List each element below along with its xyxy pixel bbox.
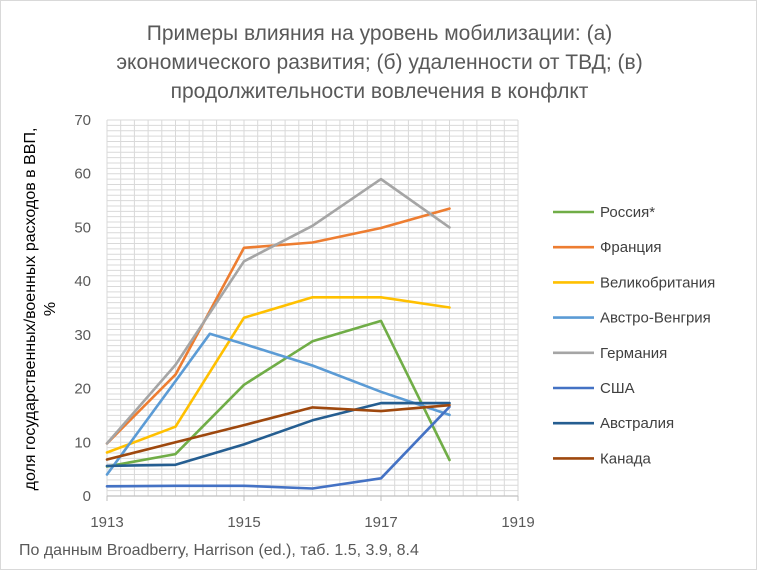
y-tick-labels: 0 10 20 30 40 50 60 70 bbox=[74, 112, 91, 505]
series-line bbox=[105, 207, 451, 445]
series-line bbox=[105, 319, 451, 468]
x-axis bbox=[106, 495, 519, 501]
x-tick-label: 1919 bbox=[501, 514, 534, 531]
source-note: По данным Broadberry, Harrison (ed.), та… bbox=[19, 542, 419, 559]
chart-title: Примеры влияния на уровень мобилизации: … bbox=[1, 19, 757, 106]
x-tick-label: 1915 bbox=[227, 514, 260, 531]
chart-title-line-1: Примеры влияния на уровень мобилизации: … bbox=[146, 22, 613, 45]
chart-title-line-3: продолжительности вовлечения в конфлкт bbox=[170, 80, 589, 103]
y-tick-label: 40 bbox=[74, 273, 91, 290]
legend-label: Германия bbox=[600, 345, 667, 362]
x-tick-labels: 1913 1915 1917 1919 bbox=[90, 514, 534, 531]
x-tick-label: 1917 bbox=[364, 514, 397, 531]
chart-title-line-2: экономического развития; (б) удаленности… bbox=[116, 51, 643, 74]
y-axis-title: доля государственных/военных расходов в … bbox=[22, 128, 59, 491]
y-tick-label: 20 bbox=[74, 381, 91, 398]
legend: Россия* Франция Великобритания Австро-Венгр… bbox=[553, 204, 715, 467]
series-line bbox=[105, 403, 451, 461]
series-line bbox=[105, 405, 451, 490]
y-tick-label: 0 bbox=[83, 488, 91, 505]
legend-label: Великобритания bbox=[600, 274, 715, 291]
y-axis-title-line-2: % bbox=[42, 302, 59, 316]
legend-label: Австро-Венгрия bbox=[600, 310, 711, 327]
y-tick-label: 10 bbox=[74, 434, 91, 451]
x-tick-label: 1913 bbox=[90, 514, 123, 531]
series-line bbox=[105, 401, 451, 468]
legend-label: Франция bbox=[600, 239, 661, 256]
y-axis-title-line-1: доля государственных/военных расходов в … bbox=[22, 128, 39, 491]
legend-label: Россия* bbox=[600, 204, 655, 221]
y-tick-label: 70 bbox=[74, 112, 91, 129]
legend-label: США bbox=[600, 380, 635, 397]
y-tick-label: 50 bbox=[74, 219, 91, 236]
y-tick-label: 30 bbox=[74, 327, 91, 344]
series-line bbox=[105, 295, 451, 454]
series-line bbox=[105, 332, 451, 476]
y-tick-label: 60 bbox=[74, 166, 91, 183]
legend-label: Канада bbox=[600, 450, 651, 467]
series-line bbox=[105, 177, 451, 445]
legend-label: Австралия bbox=[600, 415, 674, 432]
series-lines bbox=[105, 177, 451, 490]
